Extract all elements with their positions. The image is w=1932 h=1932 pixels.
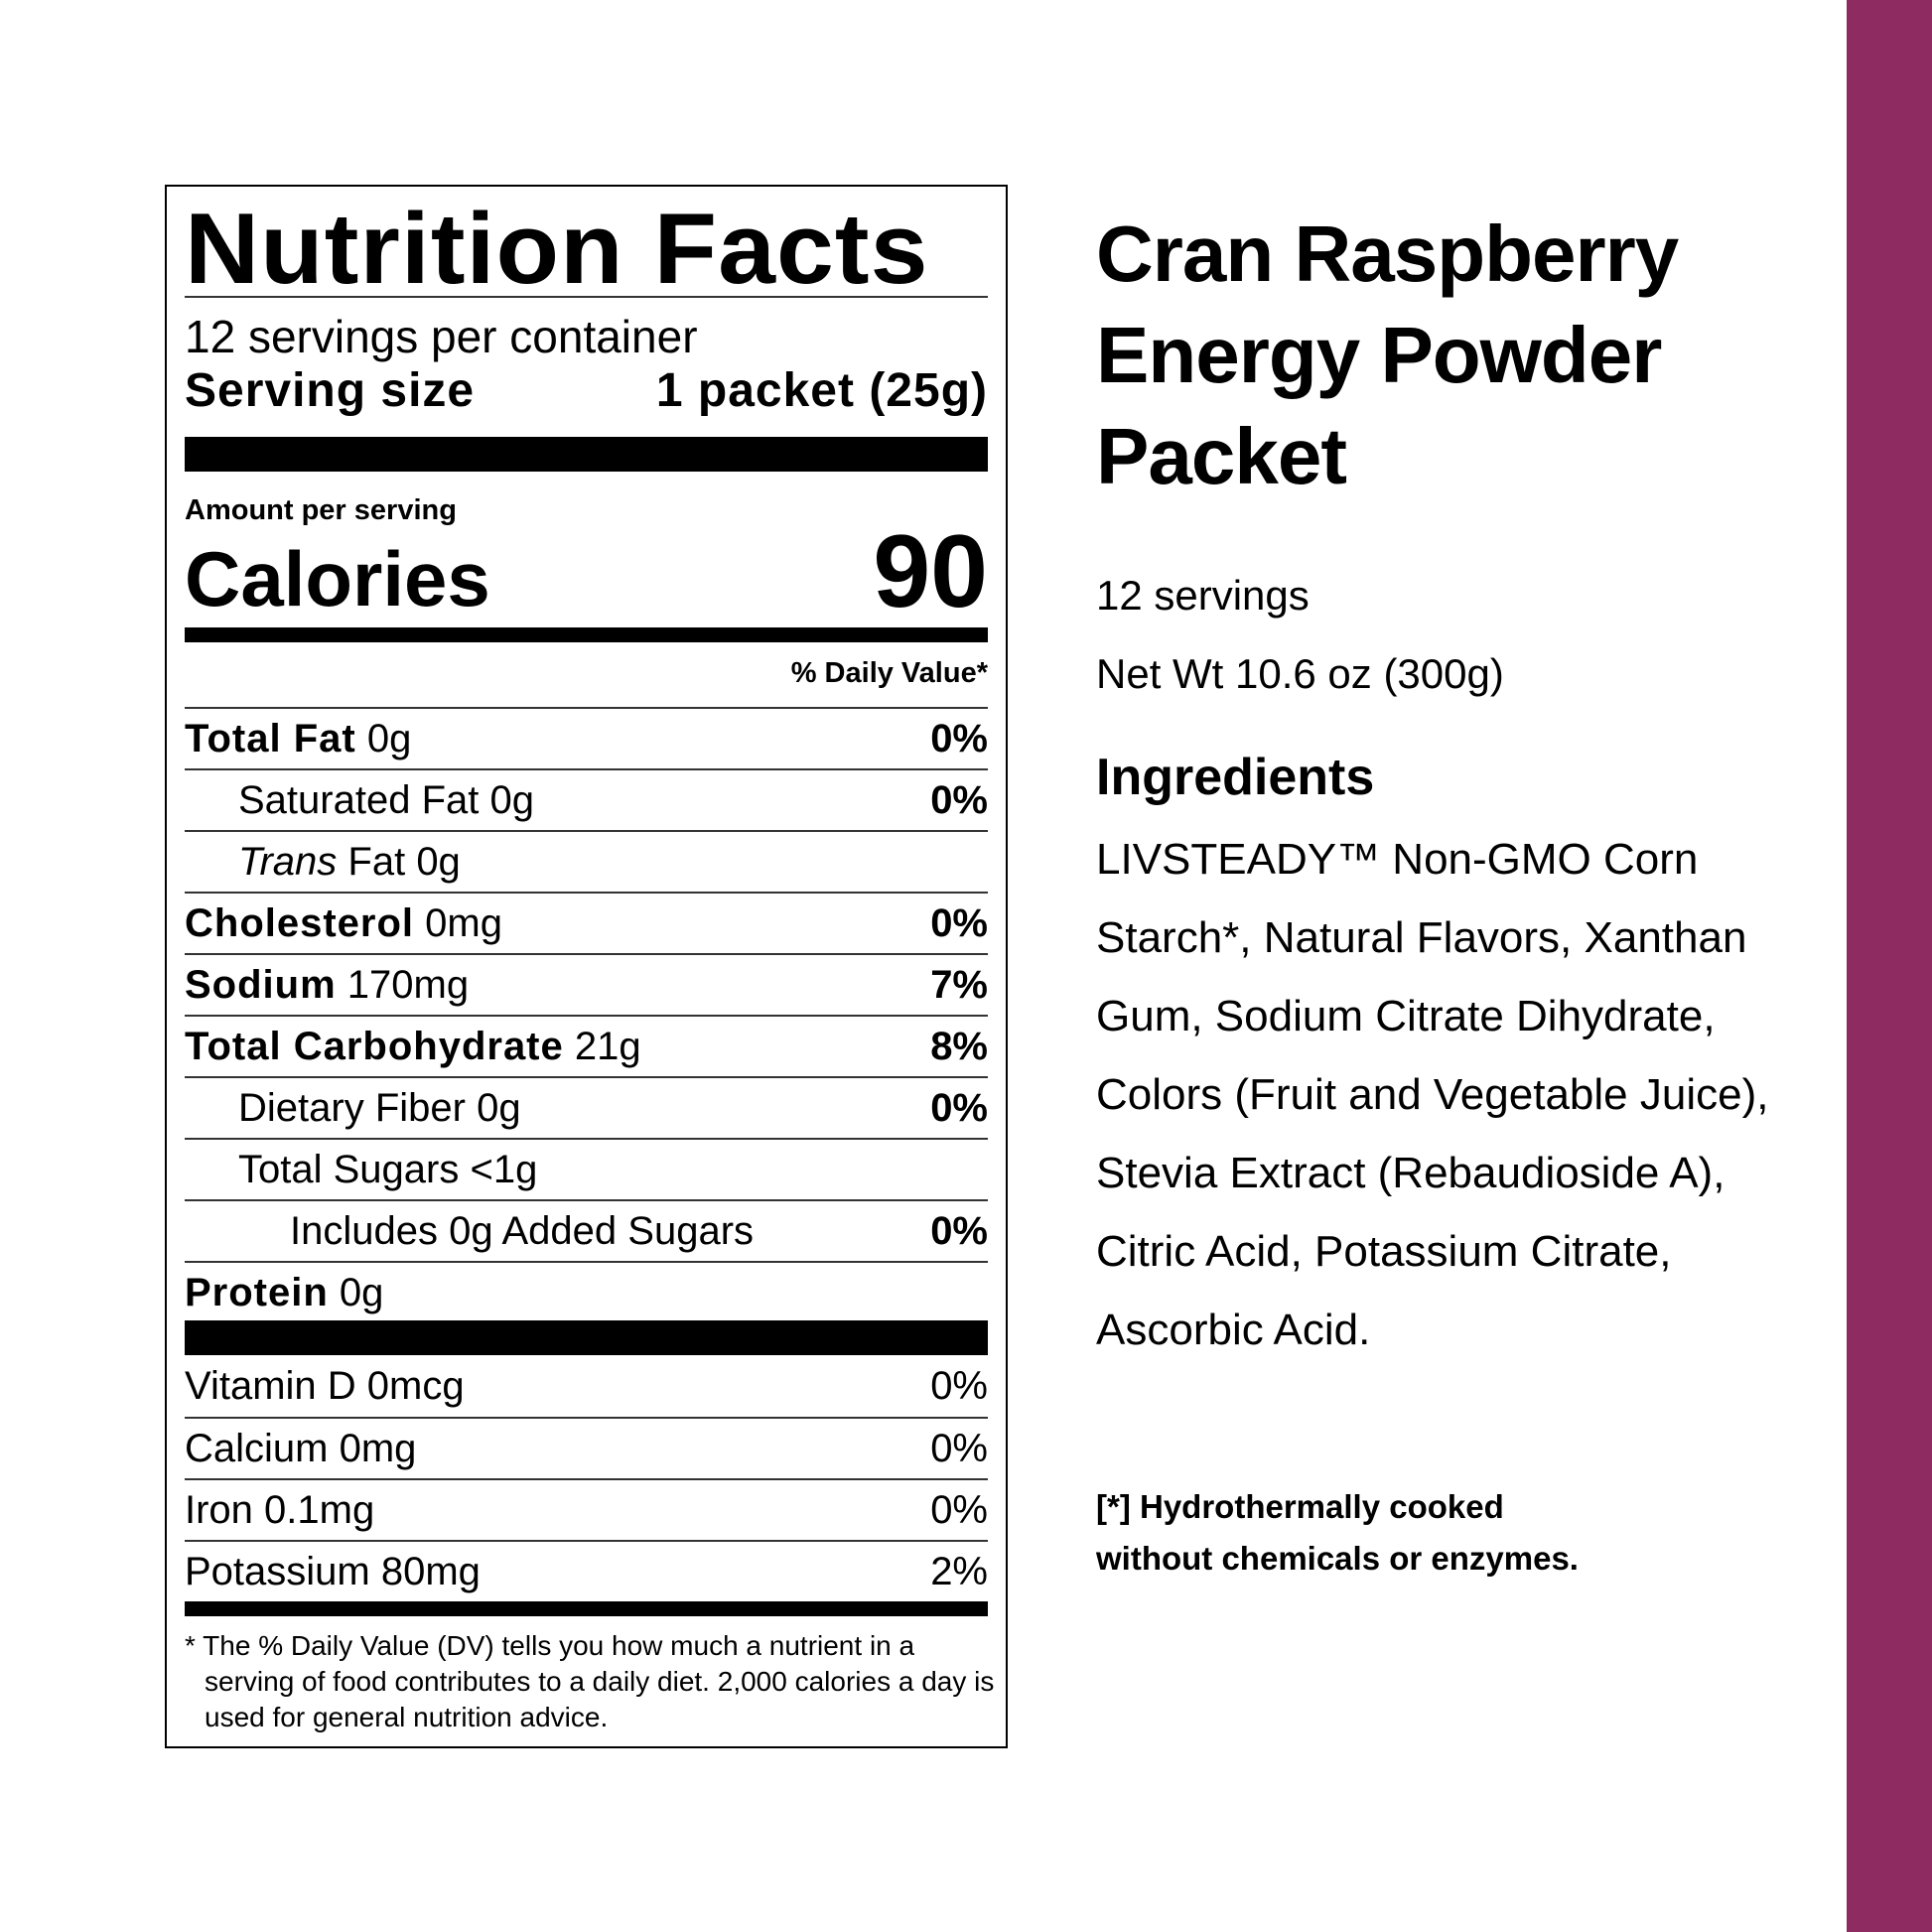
vitamin-dv: 0%: [930, 1426, 988, 1470]
serving-size-label: Serving size: [185, 364, 476, 417]
nutrient-dv: 0%: [930, 716, 988, 760]
net-weight: Net Wt 10.6 oz (300g): [1096, 650, 1504, 697]
nutrient-row-trans-fat: Trans Fat 0g: [185, 830, 988, 892]
nutrient-row-total-sugars: Total Sugars <1g: [185, 1138, 988, 1199]
nutrient-name: Dietary Fiber: [238, 1085, 466, 1130]
nutrient-amount: 21g: [574, 1024, 641, 1068]
nutrient-amount: <1g: [470, 1147, 538, 1191]
vitamin-dv: 0%: [930, 1487, 988, 1532]
calories-value: 90: [873, 514, 988, 629]
vitamin-dv: 2%: [930, 1549, 988, 1593]
divider: [185, 296, 988, 298]
vitamin-row-calcium: Calcium 0mg 0%: [185, 1417, 988, 1478]
product-title-line: Cran Raspberry: [1096, 209, 1679, 298]
nutrient-dv: 7%: [930, 962, 988, 1007]
nutrient-name: Saturated Fat: [238, 777, 480, 822]
nutrient-dv: 0%: [930, 777, 988, 822]
nutrition-facts-title: Nutrition Facts: [185, 194, 929, 305]
vitamin-name: Vitamin D 0mcg: [185, 1363, 465, 1408]
nutrient-amount: 0g: [366, 716, 412, 760]
vitamin-name: Potassium 80mg: [185, 1549, 481, 1593]
nutrient-amount: 0g: [339, 1270, 384, 1314]
nutrient-row-total-carbohydrate: Total Carbohydrate 21g 8%: [185, 1015, 988, 1076]
serving-size-value: 1 packet (25g): [655, 364, 988, 417]
nutrient-row-saturated-fat: Saturated Fat 0g 0%: [185, 768, 988, 830]
nutrient-dv: 0%: [930, 1208, 988, 1253]
ingredients-text: LIVSTEADY™ Non-GMO Corn Starch*, Natural…: [1096, 835, 1769, 1354]
calories-row: Calories 90: [185, 520, 988, 623]
nutrient-dv: 0%: [930, 900, 988, 945]
nutrient-name: Cholesterol: [185, 900, 415, 945]
product-title-line: Energy Powder: [1096, 311, 1662, 399]
thick-divider: [185, 437, 988, 472]
ingredients-footnote: [*] Hydrothermally cooked without chemic…: [1096, 1481, 1652, 1585]
nutrient-amount: 0g: [489, 777, 535, 822]
daily-value-footnote: * The % Daily Value (DV) tells you how m…: [185, 1630, 995, 1732]
nutrient-row-sodium: Sodium 170mg 7%: [185, 953, 988, 1015]
nutrient-amount: 0mg: [425, 900, 502, 945]
nutrient-amount: 170mg: [346, 962, 470, 1007]
nutrient-name: Total Sugars: [238, 1147, 460, 1191]
footnote-line: [*] Hydrothermally cooked: [1096, 1488, 1504, 1525]
vitamin-row-potassium: Potassium 80mg 2%: [185, 1540, 988, 1601]
vitamin-dv: 0%: [930, 1363, 988, 1408]
nutrient-name: Total Carbohydrate: [185, 1024, 564, 1068]
nutrient-row-protein: Protein 0g: [185, 1261, 988, 1322]
vitamin-row-vitamin-d: Vitamin D 0mcg 0%: [185, 1355, 988, 1417]
nutrient-dv: 8%: [930, 1024, 988, 1068]
calories-label: Calories: [185, 535, 490, 622]
nutrient-row-cholesterol: Cholesterol 0mg 0%: [185, 892, 988, 953]
footnote-line: without chemicals or enzymes.: [1096, 1540, 1579, 1577]
nutrient-name: Total Fat: [185, 716, 356, 760]
nutrient-name: Protein: [185, 1270, 329, 1314]
nutrient-name: Sodium: [185, 962, 337, 1007]
thick-divider: [185, 1320, 988, 1355]
medium-divider: [185, 1601, 988, 1616]
serving-size: Serving size 1 packet (25g): [185, 363, 988, 419]
daily-value-header: % Daily Value*: [790, 657, 988, 689]
nutrient-name: Trans: [238, 839, 338, 884]
nutrient-amount: Fat 0g: [347, 839, 461, 884]
servings-count: 12 servings: [1096, 572, 1310, 619]
amount-per-serving: Amount per serving: [185, 494, 457, 526]
nutrient-list: Total Fat 0g 0% Saturated Fat 0g 0% Trans …: [185, 707, 988, 1322]
product-meta: 12 servings Net Wt 10.6 oz (300g): [1096, 556, 1791, 713]
vitamin-list: Vitamin D 0mcg 0% Calcium 0mg 0% Iron 0.1m…: [185, 1355, 988, 1601]
servings-per-container: 12 servings per container: [185, 311, 698, 362]
nutrient-row-added-sugars: Includes 0g Added Sugars 0%: [185, 1199, 988, 1261]
product-title-line: Packet: [1096, 412, 1347, 500]
product-title: Cran Raspberry Energy Powder Packet: [1096, 204, 1791, 507]
vitamin-name: Iron 0.1mg: [185, 1487, 375, 1532]
nutrition-facts-panel: Nutrition Facts 12 servings per containe…: [165, 185, 1008, 1748]
brand-color-stripe: [1847, 0, 1932, 1932]
nutrient-name: Includes 0g Added Sugars: [290, 1208, 755, 1253]
vitamin-name: Calcium 0mg: [185, 1426, 417, 1470]
medium-divider: [185, 627, 988, 642]
ingredients-heading: Ingredients: [1096, 749, 1375, 806]
nutrient-amount: 0g: [477, 1085, 521, 1130]
nutrient-row-dietary-fiber: Dietary Fiber 0g 0%: [185, 1076, 988, 1138]
vitamin-row-iron: Iron 0.1mg 0%: [185, 1478, 988, 1540]
nutrient-row-total-fat: Total Fat 0g 0%: [185, 707, 988, 768]
nutrient-dv: 0%: [930, 1085, 988, 1130]
